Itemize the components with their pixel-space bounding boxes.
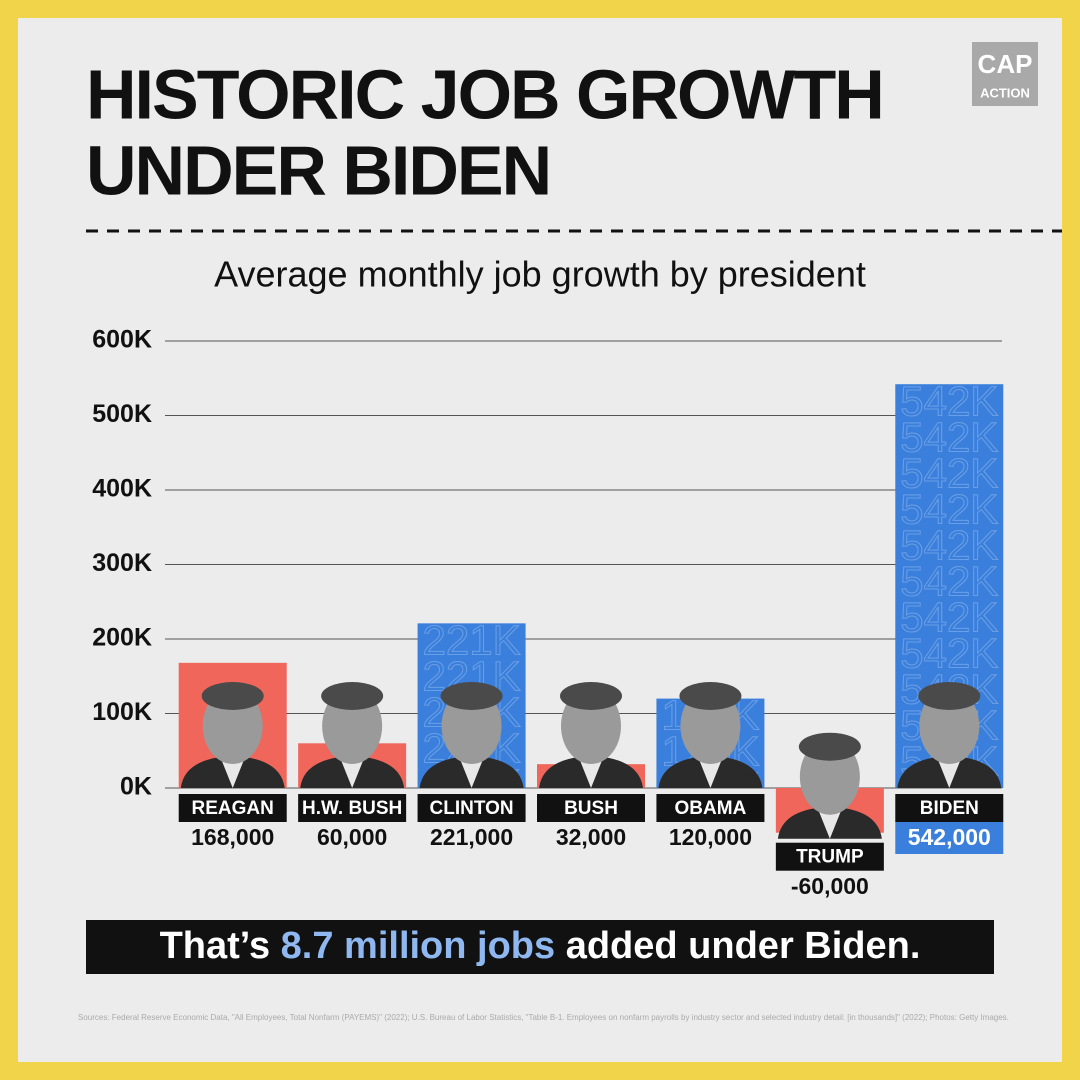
callout-part: That’s bbox=[160, 925, 281, 967]
x-tick-label: H.W. BUSH bbox=[302, 798, 402, 819]
photo-hair bbox=[679, 682, 742, 710]
name-box bbox=[895, 794, 1004, 822]
photo-hair bbox=[440, 682, 503, 710]
photo-collar bbox=[340, 758, 365, 788]
background bbox=[18, 18, 1062, 1062]
value-label: 32,000 bbox=[556, 824, 626, 850]
value-label: 221,000 bbox=[430, 824, 513, 850]
subtitle: Average monthly job growth by president bbox=[214, 254, 866, 295]
photo-hair bbox=[918, 682, 981, 710]
y-tick-label: 300K bbox=[92, 549, 152, 577]
name-box bbox=[178, 794, 287, 822]
photo-hair bbox=[798, 732, 861, 761]
photo-hair bbox=[321, 682, 384, 710]
title-line: HISTORIC JOB GROWTH bbox=[86, 55, 883, 133]
photo-collar bbox=[579, 758, 603, 788]
logo-text: ACTION bbox=[980, 85, 1030, 100]
y-tick-label: 200K bbox=[92, 624, 152, 652]
photo bbox=[180, 682, 285, 788]
photo-hair bbox=[560, 682, 622, 710]
x-tick-label: TRUMP bbox=[796, 847, 864, 868]
value-label: 60,000 bbox=[317, 824, 387, 850]
photo-collar bbox=[220, 758, 245, 788]
photo-collar bbox=[698, 758, 723, 788]
bar-watermark: 542K bbox=[900, 521, 998, 568]
name-box bbox=[656, 794, 765, 822]
bar-watermark: 542K bbox=[900, 593, 998, 640]
callout-box bbox=[86, 920, 994, 974]
y-tick-label: 400K bbox=[92, 475, 152, 503]
sources: Sources: Federal Reserve Economic Data, … bbox=[78, 1013, 1009, 1022]
photo bbox=[539, 682, 643, 788]
x-tick-label: BUSH bbox=[564, 798, 618, 819]
y-tick-label: 100K bbox=[92, 698, 152, 726]
bar-watermark: 542K bbox=[900, 485, 998, 532]
photo-hair bbox=[201, 682, 264, 710]
photo bbox=[777, 732, 882, 839]
callout-highlight: 8.7 million jobs bbox=[281, 925, 556, 967]
y-tick-label: 600K bbox=[92, 326, 152, 354]
bar-watermark: 542K bbox=[900, 377, 998, 424]
y-tick-label: 500K bbox=[92, 400, 152, 428]
logo-text: CAP bbox=[978, 49, 1033, 79]
value-label: 168,000 bbox=[191, 824, 274, 850]
photo bbox=[300, 682, 405, 788]
value-label-box bbox=[895, 822, 1004, 854]
sources-box: Sources: Federal Reserve Economic Data, … bbox=[78, 1013, 1009, 1022]
photo bbox=[658, 682, 763, 788]
photo bbox=[419, 682, 524, 788]
x-tick-label: OBAMA bbox=[675, 798, 747, 819]
logo-box bbox=[972, 42, 1038, 106]
bar-watermark: 542K bbox=[900, 413, 998, 460]
value-label: -60,000 bbox=[791, 873, 869, 899]
bar-watermark: 542K bbox=[900, 557, 998, 604]
name-box bbox=[537, 794, 645, 822]
photo-collar bbox=[459, 758, 484, 788]
photo-collar bbox=[937, 758, 962, 788]
value-label: 120,000 bbox=[669, 824, 752, 850]
name-box bbox=[298, 794, 407, 822]
bar-watermark: 542K bbox=[900, 629, 998, 676]
y-tick-label: 0K bbox=[120, 773, 152, 801]
bar-watermark: 221K bbox=[423, 616, 521, 663]
photo-collar bbox=[817, 808, 842, 839]
x-tick-label: CLINTON bbox=[430, 798, 514, 819]
title-line: UNDER BIDEN bbox=[86, 131, 550, 209]
photo bbox=[897, 682, 1002, 788]
x-tick-label: REAGAN bbox=[192, 798, 274, 819]
callout: That’s 8.7 million jobs added under Bide… bbox=[160, 925, 921, 967]
x-tick-label: BIDEN bbox=[920, 798, 979, 819]
callout-part: added under Biden. bbox=[555, 925, 920, 967]
value-label: 542,000 bbox=[908, 824, 991, 850]
bar-watermark: 542K bbox=[900, 449, 998, 496]
name-box bbox=[775, 842, 884, 871]
name-box bbox=[417, 794, 526, 822]
